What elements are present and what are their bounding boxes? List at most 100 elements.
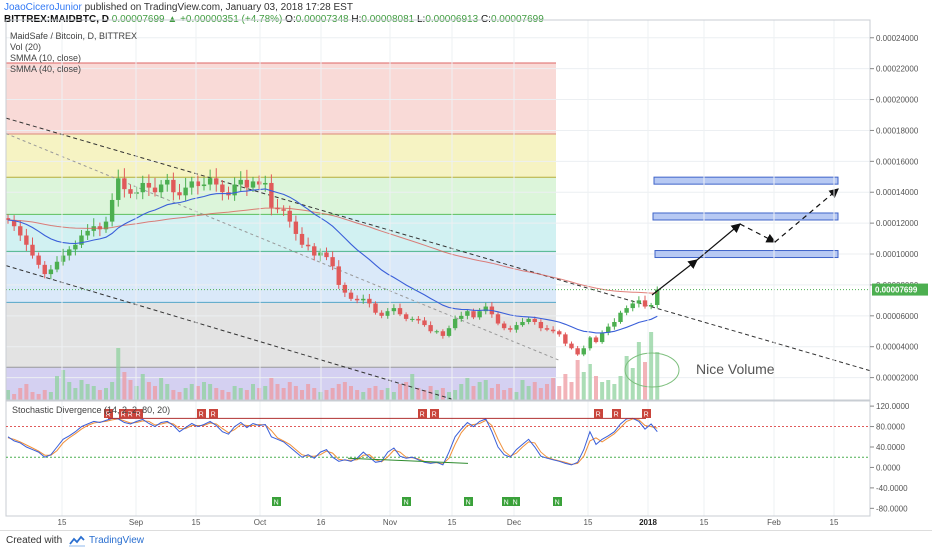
volume-bar (379, 390, 384, 400)
volume-bar (453, 390, 458, 400)
volume-bar (569, 382, 574, 400)
x-tick-label: 15 (448, 518, 457, 527)
bull-divergence-marker-label: N (274, 500, 279, 507)
x-tick-label: Oct (254, 518, 267, 527)
volume-bar (465, 378, 470, 400)
candle-body (116, 178, 121, 200)
volume-bar (300, 390, 304, 400)
candle-body (624, 308, 629, 313)
volume-bar (594, 376, 598, 400)
volume-bar (477, 382, 482, 400)
bull-divergence-marker-label: N (404, 500, 409, 507)
last-price-tag (872, 283, 928, 296)
bear-divergence-marker (209, 409, 218, 418)
stoch-y-tick-label: 120.0000 (876, 402, 910, 411)
volume-bar (508, 388, 513, 400)
volume-bar (496, 384, 500, 400)
candle-body (452, 318, 458, 329)
volume-bar (606, 380, 611, 400)
bear-divergence-marker (642, 409, 651, 418)
bear-divergence-marker (594, 409, 603, 418)
volume-bar (581, 372, 586, 400)
footer-brand[interactable]: TradingView (89, 535, 145, 546)
candle-body (330, 257, 335, 267)
volume-bar (526, 386, 531, 400)
volume-bar (110, 382, 115, 400)
candle-body (140, 182, 145, 193)
volume-bar (630, 368, 635, 400)
candle-body (636, 300, 642, 304)
volume-bar (502, 390, 507, 400)
volume-bar (18, 388, 23, 400)
volume-bar (208, 384, 213, 400)
candle-body (103, 221, 109, 230)
bull-divergence-marker (553, 497, 562, 506)
candle-body (305, 244, 311, 247)
target-zone-box (654, 250, 839, 259)
bear-divergence-marker-label: R (644, 412, 649, 419)
volume-bar (538, 388, 543, 400)
volume-bar (545, 384, 549, 400)
volume-bar (79, 380, 84, 400)
volume-bar (471, 386, 476, 400)
volume-bar (398, 384, 402, 400)
candle-body (655, 289, 660, 305)
candle-body (293, 221, 299, 234)
fib-band (6, 134, 556, 178)
candle-body (483, 306, 488, 312)
chart-legend: MaidSafe / Bitcoin, D, BITTREX Vol (20) … (10, 31, 137, 75)
candle-body (244, 179, 250, 188)
bull-divergence-marker (511, 497, 520, 506)
volume-bar (459, 384, 464, 400)
candle-body (207, 178, 213, 185)
candle-body (158, 184, 164, 193)
target-zone-box (652, 212, 839, 221)
main-pane (6, 37, 870, 400)
candle-body (67, 249, 72, 256)
volume-bar (85, 384, 90, 400)
bull-divergence-marker (402, 497, 411, 506)
stoch-y-tick-label: -40.0000 (876, 484, 908, 493)
candle-body (348, 292, 354, 299)
bull-divergence-marker (464, 497, 473, 506)
volume-bar (520, 380, 525, 400)
volume-bar (226, 392, 231, 400)
candle-body (312, 246, 317, 256)
candle-body (440, 331, 446, 336)
bear-divergence-marker-label: R (121, 412, 126, 419)
candle-body (477, 311, 482, 318)
volume-bar (232, 386, 237, 400)
candle-body (256, 181, 262, 185)
candle-body (11, 220, 17, 227)
candle-body (514, 325, 519, 330)
candle-body (281, 209, 286, 211)
projection-arrow-4 (774, 188, 839, 243)
stochastic-legend: Stochastic Divergence (14, 2, 2, 80, 20) (12, 405, 171, 415)
bear-divergence-marker-label: R (596, 412, 601, 419)
candle-body (501, 323, 507, 329)
bear-divergence-marker-label: R (128, 412, 133, 419)
candle-body (214, 178, 219, 185)
stoch-y-tick-label: 40.0000 (876, 443, 905, 452)
volume-bar (146, 382, 151, 400)
bear-divergence-marker-label: R (199, 412, 204, 419)
candle-body (459, 315, 464, 319)
y-tick-label: 0.00016000 (876, 157, 919, 166)
author-link[interactable]: JoaoCiceroJunior (4, 2, 82, 13)
candle-body (54, 261, 60, 270)
fib-band (6, 214, 556, 252)
volume-bar (30, 392, 35, 400)
volume-bar (73, 388, 78, 400)
published-text: published on TradingView.com, January 03… (81, 2, 353, 13)
volume-bar (281, 388, 286, 400)
candle-body (122, 178, 127, 190)
candle-body (557, 331, 562, 335)
candle-body (85, 230, 90, 236)
candle-body (526, 318, 531, 322)
candle-body (146, 182, 152, 188)
bull-divergence-marker-label: N (555, 500, 560, 507)
candle-body (508, 328, 513, 330)
candle-body (134, 192, 139, 194)
volume-bar (140, 374, 145, 400)
